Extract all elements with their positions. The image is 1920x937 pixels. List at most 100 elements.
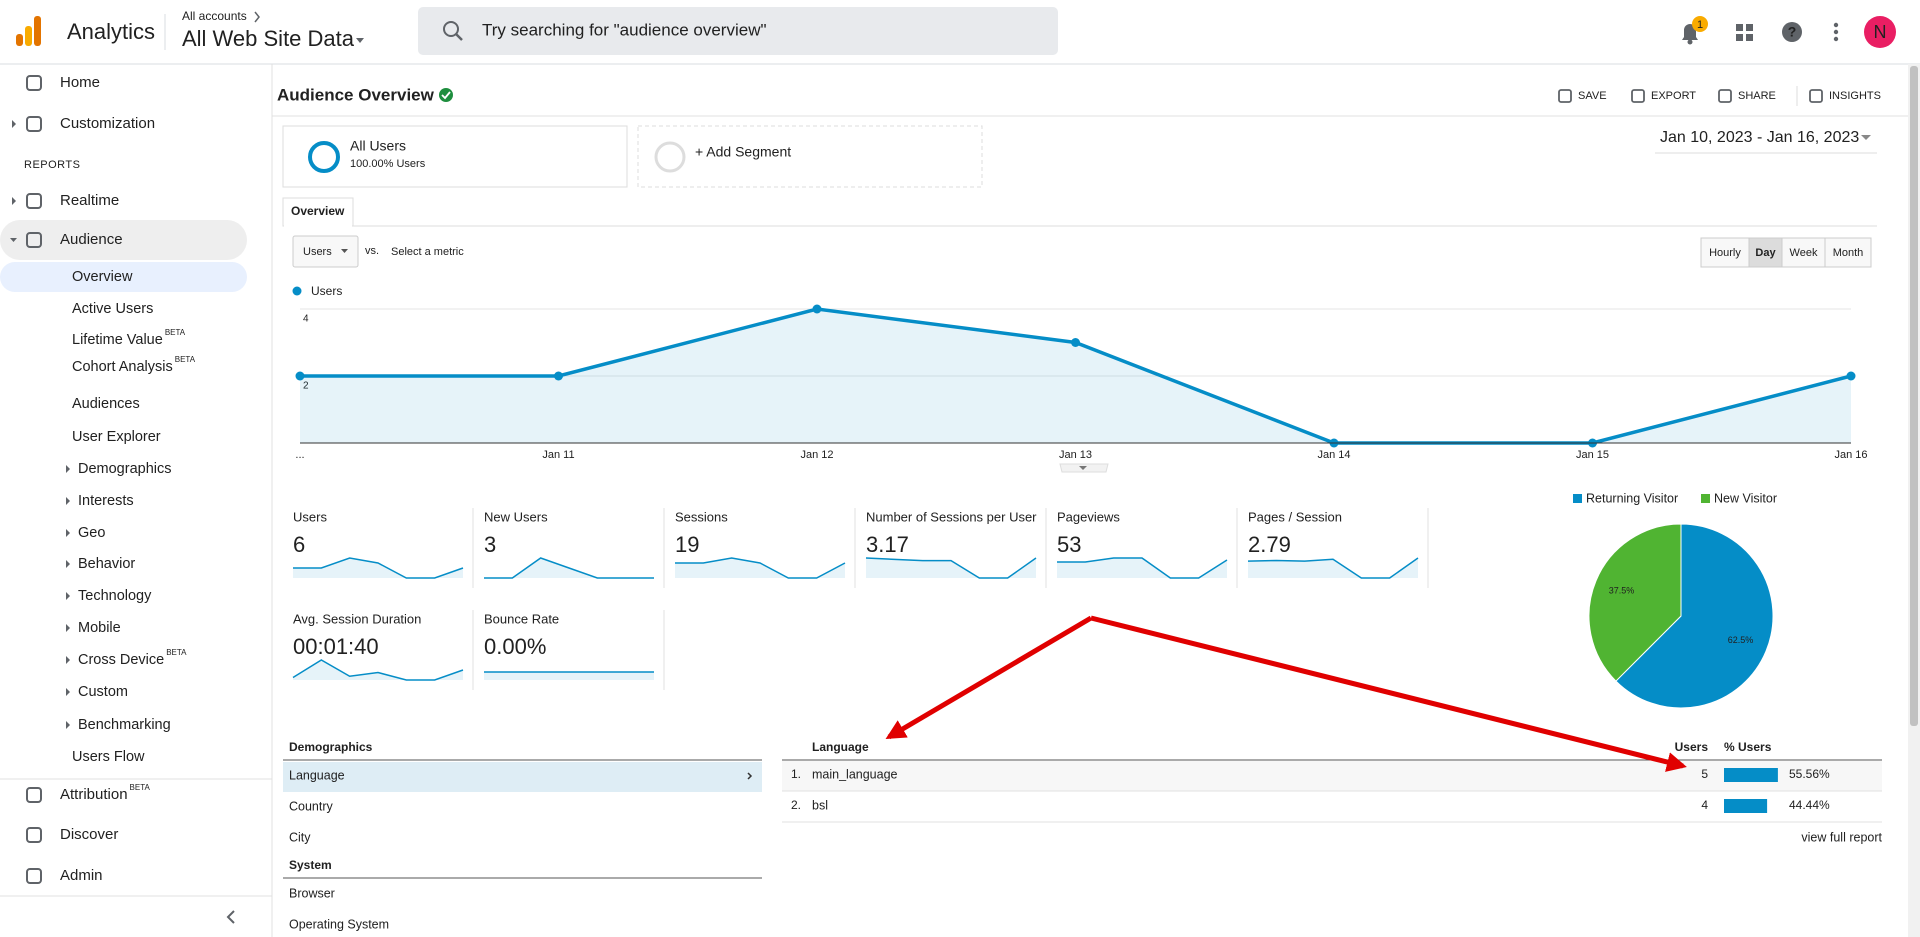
metric-value: 2.79 [1248, 532, 1291, 557]
nav-item[interactable]: Benchmarking [78, 717, 171, 733]
action-button[interactable]: INSIGHTS [1829, 90, 1881, 102]
nav-item[interactable]: Mobile [78, 620, 121, 636]
nav-item[interactable]: Custom [78, 684, 128, 700]
nav-item[interactable]: Admin [60, 867, 103, 884]
nav-item[interactable]: Discover [60, 826, 118, 843]
nav-item[interactable]: Technology [78, 588, 152, 604]
expand-arrow[interactable] [66, 465, 70, 473]
nav-item[interactable]: Interests [78, 493, 134, 509]
verified-badge [439, 88, 453, 102]
point[interactable] [1846, 371, 1856, 381]
notifications-icon[interactable] [1682, 16, 1708, 45]
nav-item[interactable]: Customization [60, 115, 155, 132]
nav-item[interactable]: Active Users [72, 301, 153, 317]
granularity-button[interactable] [1700, 237, 1750, 268]
nav-open-bg [0, 220, 247, 260]
action-button[interactable]: SAVE [1578, 90, 1607, 102]
apps-icon[interactable] [1736, 24, 1753, 41]
nav-item[interactable]: User Explorer [72, 429, 161, 445]
scrollbar-thumb[interactable] [1910, 66, 1918, 726]
expand-arrow[interactable] [12, 120, 16, 128]
pie-label: 37.5% [1609, 586, 1635, 596]
nav-item[interactable]: Demographics [78, 461, 172, 477]
nav-item[interactable]: Geo [78, 525, 105, 541]
nav-item[interactable]: Cohort Analysis [72, 359, 173, 375]
point[interactable] [1071, 338, 1080, 347]
collapse-sidebar[interactable] [226, 910, 235, 924]
select-metric[interactable]: Select a metric [391, 246, 464, 258]
property-name[interactable]: All Web Site Data [182, 26, 355, 51]
point[interactable] [812, 304, 822, 314]
expand-arrow[interactable] [12, 197, 16, 205]
nav-item[interactable]: Overview [72, 269, 133, 285]
x-tick-label: Jan 12 [800, 449, 833, 461]
expand-arrow[interactable] [66, 560, 70, 568]
nav-item[interactable]: Attribution [60, 786, 128, 803]
metric-value: 19 [675, 532, 699, 557]
dimension-item[interactable]: Language [289, 768, 345, 782]
beta-badge: BETA [166, 648, 187, 657]
expand-arrow[interactable] [66, 688, 70, 696]
nav-item[interactable]: Audience [60, 231, 123, 248]
nav-item[interactable]: Home [60, 74, 100, 91]
help-icon[interactable]: ? [1782, 22, 1802, 42]
nav-item[interactable]: Lifetime Value [72, 332, 163, 348]
tab[interactable] [282, 197, 354, 227]
add-segment-box[interactable] [637, 125, 983, 188]
action-button[interactable]: EXPORT [1651, 90, 1696, 102]
search-box[interactable] [418, 7, 1058, 55]
nav-item[interactable]: Behavior [78, 556, 135, 572]
pie-slice[interactable] [1615, 523, 1774, 709]
action-button[interactable]: SHARE [1738, 90, 1776, 102]
pie-slice[interactable] [1588, 523, 1682, 682]
metric-value: 6 [293, 532, 305, 557]
expand-arrow[interactable] [66, 529, 70, 537]
expand-arrow[interactable] [66, 656, 70, 664]
add-segment: + Add Segment [695, 144, 791, 160]
metric-select[interactable] [292, 235, 359, 268]
dimension-group: Demographics [289, 740, 373, 754]
nav-item[interactable]: Cross Device [78, 652, 164, 668]
search-icon [443, 21, 463, 41]
granularity-button[interactable] [1781, 237, 1826, 268]
breadcrumb[interactable]: All accounts [182, 9, 247, 23]
granularity-button[interactable] [1748, 237, 1783, 268]
nav-icon [26, 787, 42, 803]
property-dropdown[interactable] [356, 38, 364, 43]
more-icon[interactable] [1833, 22, 1839, 42]
granularity-button[interactable] [1824, 237, 1872, 268]
sparkline [675, 557, 846, 579]
date-range[interactable]: Jan 10, 2023 - Jan 16, 2023 [1660, 129, 1859, 146]
x-tick-label: ... [295, 449, 304, 461]
granularity-label: Week [1790, 247, 1818, 259]
dimension-item[interactable]: Operating System [289, 917, 389, 931]
nav-item[interactable]: Realtime [60, 192, 119, 209]
view-full-report[interactable]: view full report [1801, 830, 1882, 844]
dimension-item[interactable]: Country [289, 799, 334, 813]
metric-label: Users [293, 509, 327, 524]
point[interactable] [554, 371, 563, 381]
expand-arrow[interactable] [66, 624, 70, 632]
row-name[interactable]: bsl [812, 798, 828, 812]
nav-item[interactable]: Audiences [72, 396, 140, 412]
granularity-label: Hourly [1709, 247, 1741, 259]
dimension-item[interactable]: City [289, 830, 311, 844]
expand-arrow[interactable] [66, 592, 70, 600]
expand-arrow[interactable] [66, 497, 70, 505]
point[interactable] [295, 371, 305, 381]
expand-arrow[interactable] [10, 238, 17, 242]
nav-item[interactable]: Users Flow [72, 749, 145, 765]
nav-selected-bg [0, 262, 247, 292]
dimension-item[interactable]: Browser [289, 886, 335, 900]
segment-icon [308, 141, 340, 173]
metric-value: 53 [1057, 532, 1081, 557]
notification-count: 1 [1697, 19, 1703, 31]
segment-box[interactable] [282, 125, 628, 188]
expand-arrow[interactable] [66, 721, 70, 729]
avatar[interactable] [1864, 16, 1896, 48]
date-dropdown[interactable] [1861, 135, 1871, 140]
row-name[interactable]: main_language [812, 767, 898, 781]
dimension-group: System [289, 858, 332, 872]
metric-label: Bounce Rate [484, 611, 559, 626]
